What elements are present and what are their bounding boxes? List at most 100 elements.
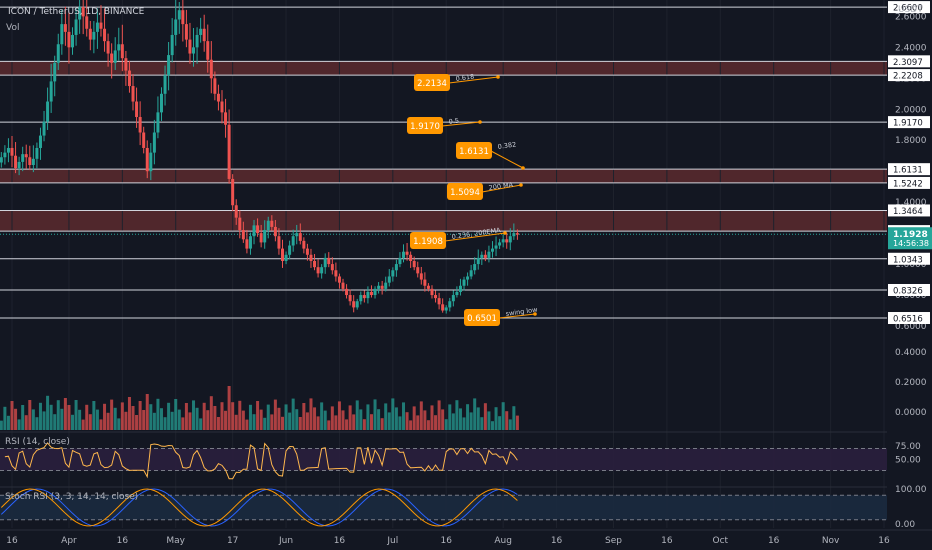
level-price-box[interactable] — [888, 283, 930, 296]
volume-bar — [177, 409, 181, 430]
rsi-title[interactable]: RSI (14, close) — [5, 437, 70, 447]
candle-body — [448, 301, 452, 308]
candle-body — [135, 101, 139, 118]
candle-body — [345, 288, 349, 296]
fib-annotation[interactable]: 2.2134 0.618 — [414, 72, 500, 91]
volume-bar — [202, 402, 206, 430]
candle-body — [313, 260, 317, 268]
volume-bar — [366, 404, 370, 430]
volume-bar — [135, 415, 139, 430]
currency-label: USDT — [898, 5, 923, 15]
fib-annotations[interactable]: 2.2134 0.618 1.9170 0.5 1.6131 0.382 1.5094 200… — [407, 72, 539, 326]
annotation-label-box[interactable] — [410, 232, 446, 249]
last-price-text: 1.1928 — [893, 230, 928, 240]
resistance-zone — [0, 210, 887, 232]
candle-body — [473, 264, 477, 271]
volume-bar — [434, 415, 438, 430]
volume-bar — [252, 414, 256, 430]
volume-bar — [455, 400, 459, 430]
candle-body — [352, 301, 356, 308]
volume-bar — [259, 409, 263, 430]
volume-bar — [458, 408, 462, 430]
candle-body — [3, 152, 7, 158]
annotation-label-box[interactable] — [464, 309, 500, 326]
time-tick-label: 16 — [878, 536, 890, 546]
fib-ray-endpoint — [496, 75, 500, 79]
candle-body — [234, 205, 238, 218]
level-price-box[interactable] — [888, 252, 930, 265]
level-price-box[interactable] — [888, 204, 930, 217]
candle-body — [138, 117, 142, 133]
time-tick-label: 16 — [117, 536, 129, 546]
candle-body — [405, 251, 409, 255]
volume-bar — [398, 416, 402, 430]
volume-bar — [106, 412, 110, 430]
volume-bar — [295, 409, 299, 430]
volume-bar — [469, 412, 473, 430]
level-price-box[interactable] — [888, 116, 930, 129]
candle-body — [515, 233, 519, 235]
volume-bar — [38, 402, 42, 430]
candle-body — [42, 121, 46, 136]
price-tick: 1.8000 — [895, 136, 927, 146]
volume-bar — [60, 408, 64, 430]
candle-body — [0, 157, 3, 163]
volume-bar — [192, 400, 196, 430]
candle-body — [305, 248, 309, 255]
volume-bar — [174, 399, 178, 430]
volume-bar — [284, 404, 288, 430]
volume-bar — [387, 412, 391, 430]
candle-body — [238, 217, 242, 231]
candle-body — [426, 285, 430, 289]
time-axis[interactable]: 16 Apr 16 May 17 Jun 16 Jul 16 Aug 16 Sep 16 Oct 16 Nov… — [0, 529, 932, 546]
candle-body — [124, 58, 128, 71]
time-tick-label: 16 — [768, 536, 780, 546]
level-price-box[interactable] — [888, 1, 930, 14]
volume-bar — [234, 414, 238, 430]
candle-body — [373, 288, 377, 296]
level-price-box[interactable] — [888, 69, 930, 82]
level-price-box[interactable] — [888, 55, 930, 68]
candle-body — [259, 233, 263, 243]
volume-bar — [352, 414, 356, 430]
annotation-label-box[interactable] — [447, 183, 483, 200]
last-price-badge[interactable] — [888, 227, 932, 250]
volume-bar — [505, 411, 509, 430]
stoch-rsi-title[interactable]: Stoch RSI (3, 3, 14, 14, close) — [5, 492, 138, 502]
annotation-label-box[interactable] — [456, 142, 492, 159]
level-price-box[interactable] — [888, 312, 930, 325]
fib-annotation[interactable]: 1.6131 0.382 — [456, 140, 525, 170]
level-price-box[interactable] — [888, 163, 930, 176]
candle-body — [423, 279, 427, 286]
fib-annotation[interactable]: 1.9170 0.5 — [407, 117, 482, 134]
fib-ray-line — [498, 313, 536, 319]
symbol-title[interactable]: ICON / TetherUS, 1D, BINANCE — [8, 7, 145, 17]
candle-body — [106, 41, 110, 54]
candle-body — [384, 282, 388, 289]
fib-ray-text: 0.618 — [455, 72, 475, 83]
volume-bar — [227, 386, 231, 430]
fib-annotation[interactable]: 1.5094 200 MA — [447, 181, 523, 200]
annotation-label-box[interactable] — [414, 74, 450, 91]
candle-body — [56, 44, 60, 63]
volume-bar — [17, 419, 21, 430]
candle-body — [156, 112, 160, 133]
price-axis[interactable]: 2.60002.40002.20002.00001.80001.60001.40… — [887, 0, 932, 550]
volume-bar — [181, 417, 185, 430]
volume-bar — [195, 407, 199, 430]
price-tick: 0.6000 — [895, 322, 927, 332]
time-tick-label: Aug — [494, 536, 512, 546]
volume-bar — [241, 410, 245, 430]
volume-bar — [473, 398, 477, 430]
volume-bar — [313, 407, 317, 430]
volume-bar — [305, 412, 309, 430]
volume-bar — [490, 421, 494, 430]
fib-ray-line — [490, 150, 524, 169]
level-price-box[interactable] — [888, 176, 930, 189]
rsi-tick: 50.00 — [895, 456, 921, 466]
volume-bar — [184, 403, 188, 430]
annotation-label-box[interactable] — [407, 117, 443, 134]
candle-body — [476, 257, 480, 265]
